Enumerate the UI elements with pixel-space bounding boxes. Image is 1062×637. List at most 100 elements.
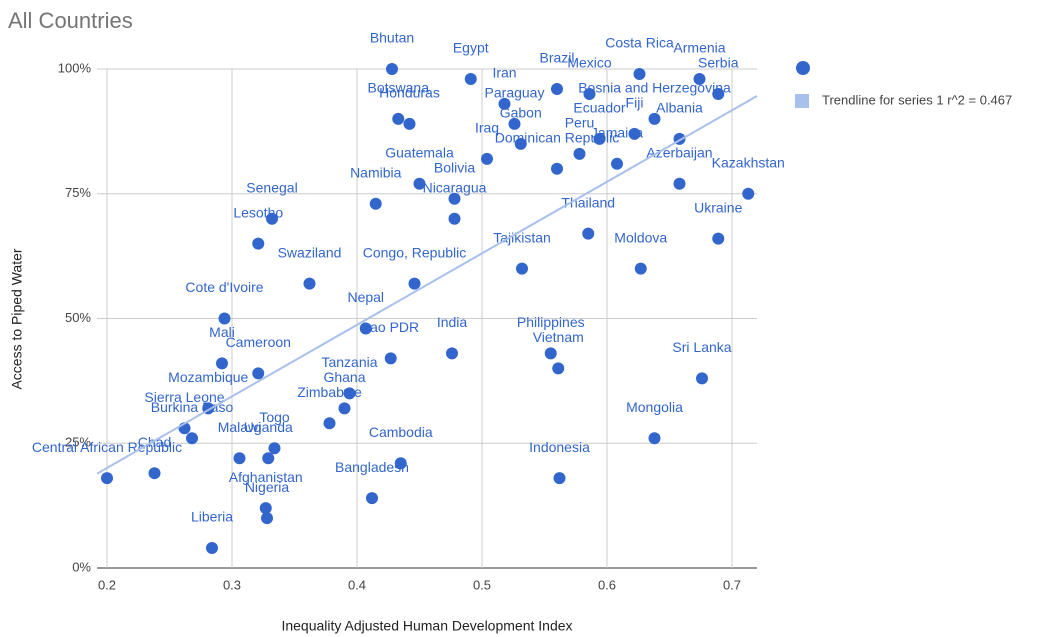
point-label: Tanzania [321,354,377,370]
point-label: Bosnia and Herzegovina [578,80,731,96]
y-tick-label: 50% [65,310,91,325]
point-label: Afghanistan [229,469,303,485]
point [551,82,563,95]
point [448,212,461,225]
point-label: Liberia [191,509,233,525]
point [498,97,511,110]
point [148,467,161,480]
point [648,432,661,445]
point-label: Lesotho [233,204,283,220]
point [712,87,725,100]
point-label: Azerbaijan [646,144,712,160]
point [742,187,755,200]
point [233,452,246,465]
point-label: Fiji [626,95,644,111]
trendline [96,95,758,475]
point-label: Ecuador [573,100,625,116]
legend-marker [795,94,809,108]
point [611,157,623,170]
point-label: Bangladesh [335,459,409,475]
point-label: Nigeria [245,479,290,495]
point [508,117,521,130]
point-label: Lao PDR [362,319,419,335]
y-tick-label: 25% [65,435,91,450]
point [712,232,725,245]
x-axis-label: Inequality Adjusted Human Development In… [281,618,572,634]
legend-marker [796,61,810,75]
point-label: Tajikistan [493,229,551,245]
point-label: Zimbabwe [297,384,362,400]
point-label: Peru [565,115,595,131]
point-label: Kazakhstan [712,154,785,170]
point-label: Togo [259,409,290,425]
point [216,357,228,370]
point-label: Iraq [475,120,499,136]
point-label: Mozambique [168,369,248,385]
point [266,212,278,225]
point [394,457,407,470]
point [369,197,382,210]
point [446,347,458,360]
point [628,127,641,140]
point-label: Cameroon [226,334,291,350]
point [259,502,272,515]
point [366,492,378,505]
point [408,277,421,290]
point [323,417,336,430]
point-label: Armenia [673,40,725,56]
point [268,442,281,455]
point [551,162,563,175]
point-label: Ghana [323,369,365,385]
point [359,322,372,335]
point [343,387,356,400]
point [464,72,477,85]
point-label: Albania [656,100,703,116]
point-label: Botswana [368,80,430,96]
y-tick-label: 0% [72,559,91,574]
y-tick-label: 75% [65,185,91,200]
point [303,277,316,290]
point [413,177,426,190]
point [392,112,405,125]
point [252,237,265,250]
point-label: Sri Lanka [672,339,731,355]
point [514,137,527,150]
point-label: Brazil [539,50,574,66]
point [582,227,595,240]
point-label: Uganda [244,419,293,435]
chart-title: All Countries [8,8,133,33]
x-tick-label: 0.7 [723,577,741,592]
point [261,512,273,525]
x-tick-label: 0.2 [98,577,116,592]
point [573,147,586,160]
point-label: Philippines [517,314,585,330]
point [648,112,661,125]
point-label: Honduras [379,85,440,101]
point-label: Gabon [500,105,542,121]
point [516,262,528,275]
point-label: Congo, Republic [363,244,467,260]
point-label: Serbia [698,55,739,71]
point-label: Indonesia [529,439,590,455]
point-label: Iran [492,65,516,81]
point [481,152,493,165]
point-label: Egypt [453,40,489,56]
point-label: Bhutan [370,30,414,46]
point-label: Mali [209,324,235,340]
point-label: Nicaragua [423,179,487,195]
point [186,432,198,445]
point [696,372,708,385]
point-label: Ukraine [694,199,742,215]
x-tick-label: 0.4 [348,577,366,592]
point [206,542,218,555]
point-label: Mexico [567,55,612,71]
point-label: Senegal [246,179,297,195]
point-label: Cote d'Ivoire [185,279,263,295]
point [252,367,265,380]
point [552,362,565,375]
point [693,72,706,85]
point-label: Costa Rica [605,35,674,51]
point-label: Bolivia [434,159,475,175]
legend-label: Trendline for series 1 r^2 = 0.467 [822,92,1012,107]
